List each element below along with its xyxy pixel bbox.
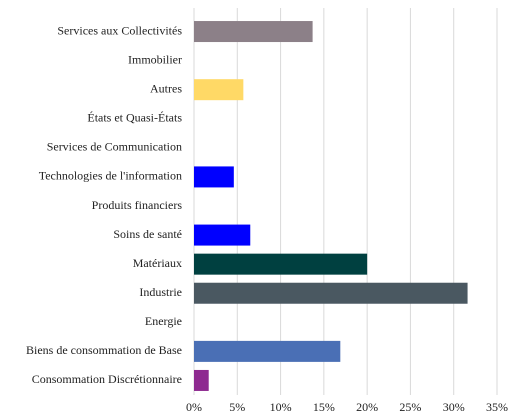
bar: [194, 253, 368, 275]
bar: [194, 224, 251, 246]
x-tick-label: 0%: [186, 400, 202, 414]
bar: [194, 21, 313, 43]
y-tick-label: Consommation Discrétionnaire: [32, 372, 182, 386]
y-tick-label: Immobilier: [128, 52, 182, 66]
x-tick-label: 25%: [399, 400, 421, 414]
bar: [194, 79, 244, 101]
y-tick-label: Industrie: [139, 285, 182, 299]
x-tick-label: 15%: [313, 400, 335, 414]
y-tick-label: Energie: [145, 314, 182, 328]
x-tick-label: 30%: [443, 400, 465, 414]
bar: [194, 282, 468, 304]
bar: [194, 369, 209, 391]
x-tick-label: 10%: [270, 400, 292, 414]
y-tick-label: Technologies de l'information: [39, 169, 182, 183]
bar: [194, 340, 341, 362]
y-tick-label: Autres: [150, 81, 182, 95]
y-tick-label: Services de Communication: [47, 140, 182, 154]
x-tick-label: 35%: [486, 400, 508, 414]
y-tick-label: Biens de consommation de Base: [26, 343, 182, 357]
y-tick-label: Soins de santé: [113, 227, 182, 241]
y-tick-label: Produits financiers: [92, 198, 183, 212]
x-tick-label: 5%: [229, 400, 245, 414]
y-tick-label: Matériaux: [133, 256, 182, 270]
y-tick-label: États et Quasi-États: [87, 111, 182, 125]
y-tick-label: Services aux Collectivités: [57, 23, 182, 37]
x-tick-label: 20%: [356, 400, 378, 414]
bar: [194, 166, 234, 188]
